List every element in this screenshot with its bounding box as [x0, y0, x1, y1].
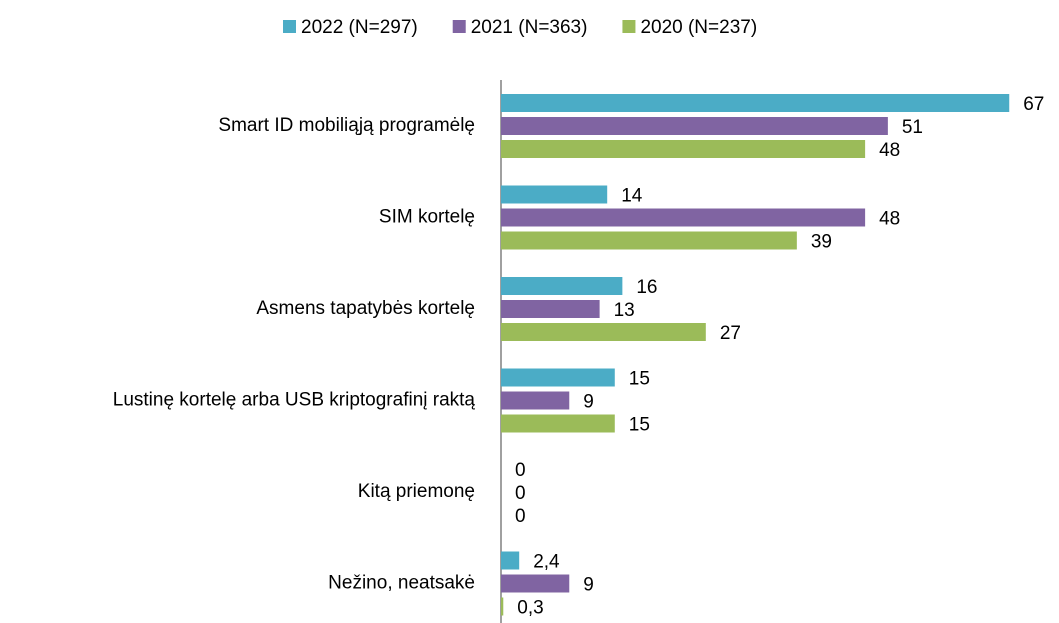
data-label: 0	[515, 460, 526, 481]
data-label: 15	[629, 369, 650, 390]
category-label: Nežino, neatsakė	[328, 573, 475, 594]
bar	[501, 391, 570, 410]
category-label: Kitą priemonę	[358, 481, 475, 502]
data-label: 16	[636, 277, 657, 298]
data-label: 9	[583, 392, 594, 413]
legend-swatch	[622, 20, 636, 33]
data-label: 9	[583, 575, 594, 596]
category-label: Smart ID mobiliąją programėlę	[218, 115, 475, 136]
data-label: 0	[515, 506, 526, 527]
bar	[501, 597, 504, 616]
bar	[501, 551, 520, 570]
bar	[501, 574, 570, 593]
category-label: Asmens tapatybės kortelę	[256, 298, 475, 319]
legend-swatch	[283, 20, 296, 33]
bar	[501, 94, 1010, 112]
legend-swatch	[452, 20, 466, 33]
data-label: 39	[811, 232, 832, 253]
bar	[501, 277, 623, 295]
legend-label: 2021 (N=363)	[471, 17, 588, 38]
bar	[501, 185, 608, 204]
bar	[501, 368, 615, 387]
data-label: 48	[879, 140, 900, 161]
data-label: 27	[720, 323, 741, 344]
bar	[501, 231, 797, 250]
data-label: 14	[621, 186, 643, 207]
bar	[501, 323, 706, 341]
data-label: 0,3	[517, 598, 543, 619]
bar	[501, 140, 866, 158]
bar	[501, 117, 888, 135]
data-label: 67	[1023, 94, 1044, 115]
data-label: 13	[614, 300, 635, 321]
data-label: 2,4	[533, 552, 560, 573]
data-label: 15	[629, 415, 650, 436]
legend-label: 2020 (N=237)	[640, 17, 757, 38]
data-label: 51	[902, 117, 923, 138]
data-label: 0	[515, 483, 526, 504]
bar	[501, 414, 615, 433]
data-label: 48	[879, 209, 900, 230]
category-label: Lustinę kortelę arba USB kriptografinį r…	[113, 390, 476, 411]
category-label: SIM kortelę	[379, 207, 475, 228]
legend-label: 2022 (N=297)	[301, 17, 418, 38]
bar	[501, 208, 866, 227]
bar	[501, 300, 600, 318]
